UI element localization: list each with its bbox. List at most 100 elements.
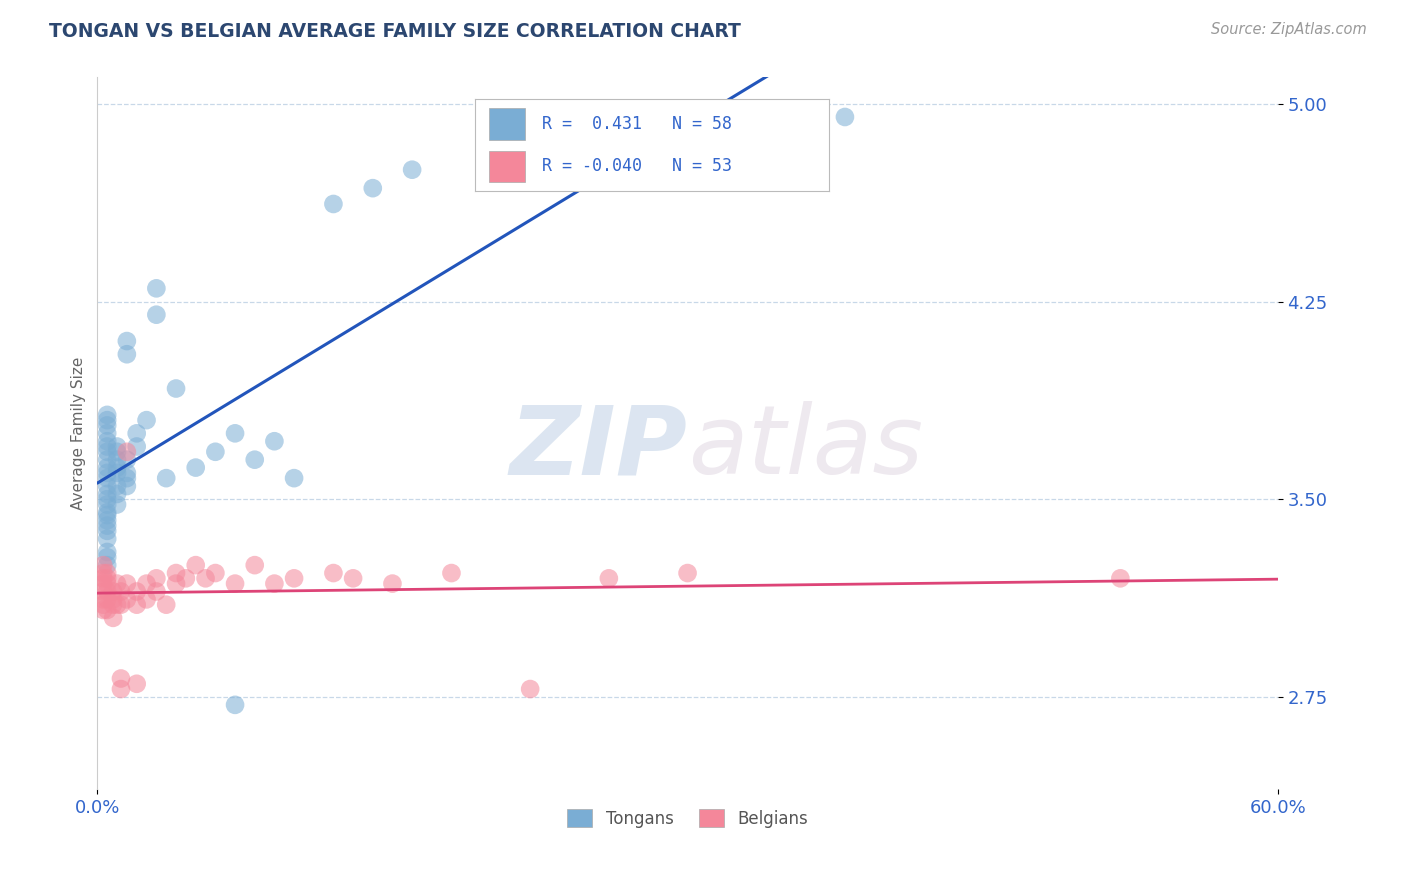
Point [96, 498, 118, 512]
Text: Source: ZipAtlas.com: Source: ZipAtlas.com [1211, 22, 1367, 37]
Point [115, 479, 138, 493]
Point [135, 413, 157, 427]
Point [165, 566, 187, 580]
Point [401, 162, 423, 177]
Point [96, 452, 118, 467]
Point [283, 571, 305, 585]
Point [145, 281, 167, 295]
Point [91, 566, 114, 580]
Point [519, 145, 541, 159]
Point [115, 444, 138, 458]
Point [96, 460, 118, 475]
Point [105, 460, 128, 475]
Point [91, 598, 114, 612]
Point [283, 471, 305, 485]
Point [224, 576, 246, 591]
Point [834, 110, 856, 124]
Point [96, 440, 118, 454]
Point [105, 487, 128, 501]
Point [96, 513, 118, 527]
Point [263, 434, 285, 449]
Point [598, 571, 620, 585]
Point [105, 479, 128, 493]
Point [105, 440, 128, 454]
Text: ZIP: ZIP [510, 401, 688, 494]
Point [115, 452, 138, 467]
Point [105, 466, 128, 480]
Point [125, 426, 148, 441]
Point [243, 558, 266, 573]
Point [263, 576, 285, 591]
Point [125, 440, 148, 454]
Point [96, 550, 118, 565]
Point [110, 598, 132, 612]
Text: TONGAN VS BELGIAN AVERAGE FAMILY SIZE CORRELATION CHART: TONGAN VS BELGIAN AVERAGE FAMILY SIZE CO… [49, 22, 741, 41]
Point [96, 524, 118, 538]
Point [115, 347, 138, 361]
Point [115, 576, 138, 591]
Point [110, 681, 132, 696]
Point [243, 452, 266, 467]
Point [184, 558, 207, 573]
Point [105, 576, 128, 591]
Point [204, 444, 226, 458]
Point [105, 452, 128, 467]
Point [115, 592, 138, 607]
Point [155, 598, 177, 612]
Point [135, 576, 157, 591]
Point [91, 584, 114, 599]
Point [125, 598, 148, 612]
Point [145, 571, 167, 585]
Point [101, 584, 124, 599]
Point [165, 382, 187, 396]
Point [115, 471, 138, 485]
Point [96, 576, 118, 591]
Point [224, 698, 246, 712]
Point [174, 571, 197, 585]
Point [91, 558, 114, 573]
Point [361, 181, 384, 195]
Point [115, 466, 138, 480]
Y-axis label: Average Family Size: Average Family Size [72, 357, 86, 510]
Point [91, 603, 114, 617]
Legend: Tongans, Belgians: Tongans, Belgians [561, 803, 814, 834]
Point [125, 677, 148, 691]
Point [155, 471, 177, 485]
Point [105, 444, 128, 458]
Point [96, 532, 118, 546]
Point [91, 576, 114, 591]
Point [96, 492, 118, 507]
Point [96, 566, 118, 580]
Point [96, 505, 118, 519]
Text: atlas: atlas [688, 401, 922, 494]
Point [96, 434, 118, 449]
Point [91, 571, 114, 585]
Point [204, 566, 226, 580]
Point [342, 571, 364, 585]
Point [322, 566, 344, 580]
Point [96, 471, 118, 485]
Point [165, 576, 187, 591]
Point [381, 576, 404, 591]
Point [125, 584, 148, 599]
Point [96, 571, 118, 585]
Point [224, 426, 246, 441]
Point [101, 598, 124, 612]
Point [440, 566, 463, 580]
Point [110, 672, 132, 686]
Point [1109, 571, 1132, 585]
Point [91, 592, 114, 607]
Point [145, 308, 167, 322]
Point [96, 426, 118, 441]
Point [322, 197, 344, 211]
Point [184, 460, 207, 475]
Point [96, 444, 118, 458]
Point [637, 128, 659, 143]
Point [194, 571, 217, 585]
Point [519, 681, 541, 696]
Point [96, 508, 118, 522]
Point [96, 518, 118, 533]
Point [96, 584, 118, 599]
Point [96, 479, 118, 493]
Point [135, 592, 157, 607]
